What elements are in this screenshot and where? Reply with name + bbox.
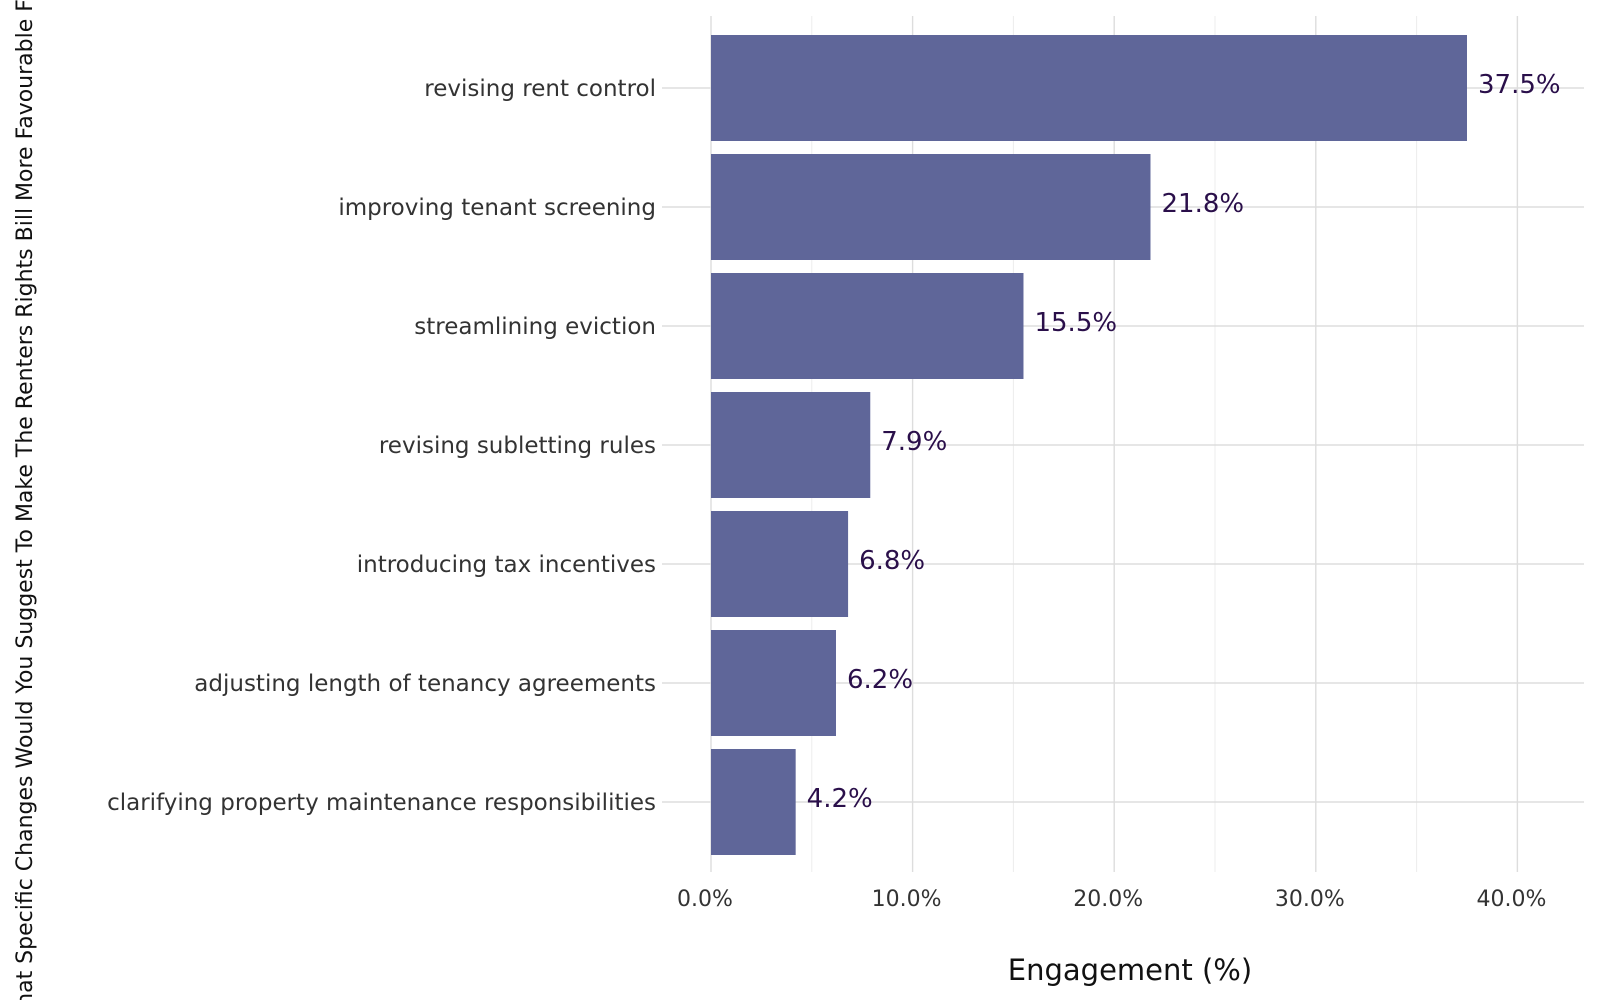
value-labels: 37.5% 21.8% 15.5% 7.9% 6.8% 6.2% 4.2% xyxy=(807,70,1561,814)
bar xyxy=(711,392,871,498)
bar xyxy=(711,35,1467,141)
category-labels: revising rent control improving tenant sc… xyxy=(107,76,656,816)
value-label: 7.9% xyxy=(881,427,947,457)
value-label: 15.5% xyxy=(1034,308,1117,338)
bar xyxy=(711,154,1151,260)
bar xyxy=(711,511,849,617)
y-axis-title: What Specific Changes Would You Suggest … xyxy=(13,0,38,1000)
bar xyxy=(711,749,796,855)
value-label: 4.2% xyxy=(807,784,873,814)
x-tick-labels: 0.0% 10.0% 20.0% 30.0% 40.0% xyxy=(677,887,1546,912)
category-label: clarifying property maintenance responsi… xyxy=(107,790,656,816)
bar xyxy=(711,273,1024,379)
x-tick-label: 40.0% xyxy=(1476,887,1546,912)
value-label: 6.2% xyxy=(847,665,913,695)
value-label: 37.5% xyxy=(1478,70,1561,100)
category-label: revising subletting rules xyxy=(379,433,656,459)
bars xyxy=(711,35,1467,855)
category-label: revising rent control xyxy=(424,76,656,102)
bar xyxy=(711,630,836,736)
value-label: 21.8% xyxy=(1161,189,1244,219)
x-tick-label: 10.0% xyxy=(872,887,942,912)
value-label: 6.8% xyxy=(859,546,925,576)
category-label: adjusting length of tenancy agreements xyxy=(194,671,656,697)
x-tick-label: 0.0% xyxy=(677,887,733,912)
x-axis-title: Engagement (%) xyxy=(1008,953,1252,987)
category-label: improving tenant screening xyxy=(338,195,656,221)
x-tick-label: 20.0% xyxy=(1073,887,1143,912)
category-label: introducing tax incentives xyxy=(357,552,656,578)
x-tick-label: 30.0% xyxy=(1275,887,1345,912)
category-label: streamlining eviction xyxy=(414,314,656,340)
